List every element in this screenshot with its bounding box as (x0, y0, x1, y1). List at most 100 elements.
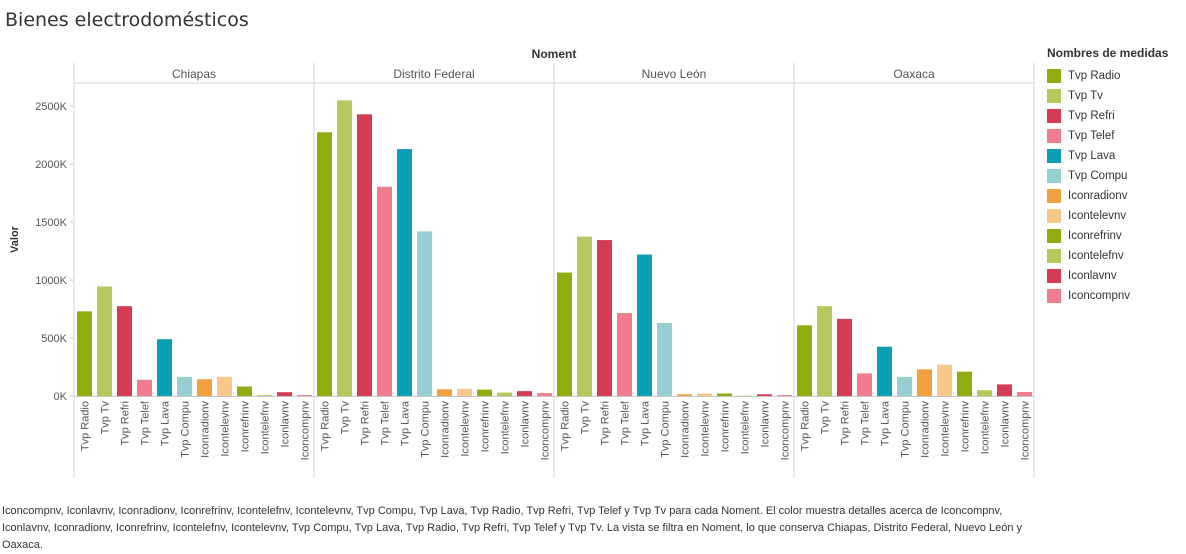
bar-1-8 (477, 389, 492, 396)
bar-3-0 (797, 325, 812, 396)
legend-swatch (1047, 249, 1061, 263)
bar-chart: Noment Valor 0K 500K 1000K 1500K 2000K 2500K Chi… (9, 47, 1035, 478)
x-tick-label: Icontelevnv (940, 401, 952, 457)
bar-1-11 (537, 393, 552, 396)
legend-item[interactable]: Tvp Radio (1047, 66, 1185, 86)
x-tick-label: Tvp Telef (860, 400, 872, 445)
legend: Nombres de medidas Tvp Radio Tvp Tv Tvp Re… (1047, 46, 1185, 306)
bar-1-3 (377, 186, 392, 396)
x-tick-label: Icontelefnv (980, 401, 992, 455)
panel-header: Oaxaca (893, 67, 935, 81)
legend-swatch (1047, 149, 1061, 163)
panel-header: Distrito Federal (393, 67, 474, 81)
legend-item[interactable]: Iconradionv (1047, 186, 1185, 206)
bar-3-3 (857, 373, 872, 396)
bar-0-8 (237, 386, 252, 396)
legend-item[interactable]: Tvp Lava (1047, 146, 1185, 166)
x-tick-label: Tvp Refri (600, 401, 612, 446)
x-tick-label: Iconlavnv (1000, 401, 1012, 448)
bar-1-5 (417, 231, 432, 396)
y-tick-label: 0K (54, 391, 68, 403)
x-tick-label: Tvp Radio (800, 401, 812, 451)
bar-2-10 (757, 394, 772, 396)
bar-1-0 (317, 132, 332, 396)
x-tick-label: Iconradionv (680, 401, 692, 458)
bar-3-8 (957, 371, 972, 396)
legend-item[interactable]: Iconlavnv (1047, 266, 1185, 286)
legend-swatch (1047, 69, 1061, 83)
bar-3-1 (817, 306, 832, 396)
legend-label: Tvp Telef (1068, 130, 1115, 142)
x-tick-label: Tvp Radio (320, 401, 332, 451)
x-tick-label: Tvp Compu (900, 401, 912, 458)
legend-item[interactable]: Tvp Compu (1047, 166, 1185, 186)
x-tick-label: Tvp Lava (640, 400, 652, 446)
x-tick-label: Tvp Lava (400, 400, 412, 446)
legend-item[interactable]: Iconrefrinv (1047, 226, 1185, 246)
bar-0-6 (197, 379, 212, 396)
bar-2-11 (777, 395, 792, 396)
legend-swatch (1047, 109, 1061, 123)
bar-3-9 (977, 390, 992, 396)
legend-label: Tvp Radio (1068, 70, 1121, 82)
legend-item[interactable]: Tvp Refri (1047, 106, 1185, 126)
x-tick-label: Tvp Tv (580, 401, 592, 435)
x-tick-label: Iconcompnv (1020, 401, 1032, 461)
bar-3-11 (1017, 391, 1032, 396)
bar-2-8 (717, 393, 732, 396)
x-tick-label: Icontelevnv (220, 401, 232, 457)
x-tick-label: Tvp Telef (380, 400, 392, 445)
y-tick-label: 500K (41, 333, 67, 345)
panel-header: Nuevo León (642, 67, 707, 81)
bar-1-7 (457, 388, 472, 396)
y-tick-label: 2500K (35, 101, 67, 113)
bar-3-4 (877, 346, 892, 396)
bar-3-6 (917, 369, 932, 396)
legend-swatch (1047, 289, 1061, 303)
x-tick-label: Tvp Compu (180, 401, 192, 458)
bar-2-5 (657, 322, 672, 396)
bar-1-9 (497, 392, 512, 396)
x-tick-label: Iconcompnv (540, 401, 552, 461)
x-tick-label: Tvp Radio (560, 401, 572, 451)
bar-0-10 (277, 392, 292, 396)
x-tick-label: Iconlavnv (280, 401, 292, 448)
legend-item[interactable]: Icontelevnv (1047, 206, 1185, 226)
legend-item[interactable]: Iconcompnv (1047, 286, 1185, 306)
bar-0-9 (257, 395, 272, 396)
x-tick-label: Tvp Compu (420, 401, 432, 458)
x-tick-label: Icontelefnv (500, 401, 512, 455)
legend-item[interactable]: Icontelefnv (1047, 246, 1185, 266)
x-tick-label: Iconcompnv (300, 401, 312, 461)
legend-swatch (1047, 189, 1061, 203)
bar-0-11 (297, 395, 312, 396)
x-tick-label: Tvp Tv (100, 401, 112, 435)
x-tick-label: Iconrefrinv (960, 401, 972, 453)
legend-swatch (1047, 129, 1061, 143)
legend-swatch (1047, 209, 1061, 223)
x-tick-label: Tvp Tv (340, 401, 352, 435)
x-tick-label: Iconrefrinv (240, 401, 252, 453)
x-tick-label: Iconradionv (200, 401, 212, 458)
legend-items: Tvp Radio Tvp Tv Tvp Refri Tvp Telef Tvp Lav… (1047, 66, 1185, 306)
x-tick-label: Tvp Refri (840, 401, 852, 446)
x-tick-label: Tvp Telef (620, 400, 632, 445)
y-tick-label: 2000K (35, 159, 67, 171)
bar-3-5 (897, 376, 912, 396)
legend-label: Iconcompnv (1068, 290, 1131, 302)
page-title: Bienes electrodomésticos (5, 9, 249, 31)
x-tick-label: Tvp Tv (820, 401, 832, 435)
legend-item[interactable]: Tvp Telef (1047, 126, 1185, 146)
bar-0-5 (177, 376, 192, 396)
bar-0-2 (117, 306, 132, 396)
y-axis-title: Valor (9, 225, 21, 253)
legend-item[interactable]: Tvp Tv (1047, 86, 1185, 106)
x-tick-label: Tvp Refri (120, 401, 132, 446)
x-tick-label: Icontelefnv (740, 401, 752, 455)
legend-swatch (1047, 89, 1061, 103)
legend-label: Iconradionv (1068, 190, 1128, 202)
legend-label: Icontelevnv (1068, 210, 1127, 222)
legend-label: Iconlavnv (1068, 270, 1117, 282)
bar-2-6 (677, 394, 692, 396)
bar-0-0 (77, 311, 92, 396)
